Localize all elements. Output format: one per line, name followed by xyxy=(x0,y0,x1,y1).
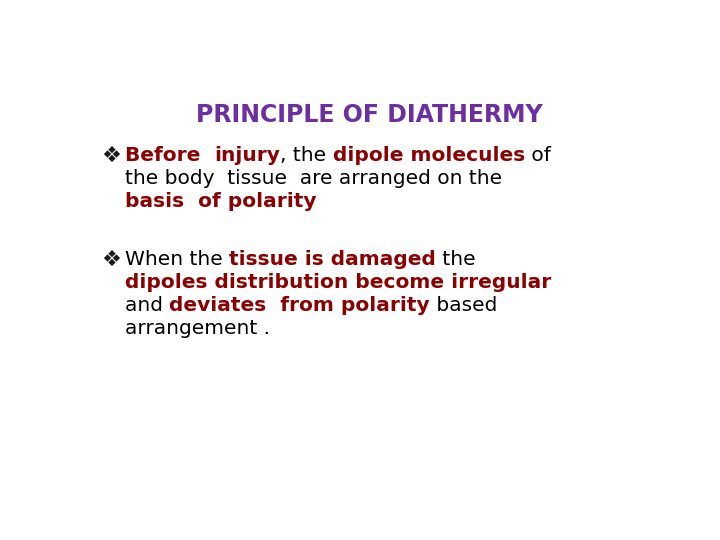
Text: dipole molecules: dipole molecules xyxy=(333,146,525,165)
Text: tissue is damaged: tissue is damaged xyxy=(229,249,436,268)
Text: ❖: ❖ xyxy=(102,249,122,269)
Text: the: the xyxy=(436,249,475,268)
Text: ❖: ❖ xyxy=(102,146,122,166)
Text: When the: When the xyxy=(125,249,229,268)
Text: Before: Before xyxy=(125,146,215,165)
Text: of: of xyxy=(525,146,551,165)
Text: arrangement .: arrangement . xyxy=(125,319,270,338)
Text: based: based xyxy=(430,296,498,315)
Text: dipoles distribution become irregular: dipoles distribution become irregular xyxy=(125,273,551,292)
Text: basis  of polarity: basis of polarity xyxy=(125,192,316,211)
Text: injury: injury xyxy=(215,146,280,165)
Text: , the: , the xyxy=(280,146,333,165)
Text: the body  tissue  are arranged on the: the body tissue are arranged on the xyxy=(125,168,502,188)
Text: PRINCIPLE OF DIATHERMY: PRINCIPLE OF DIATHERMY xyxy=(196,103,542,127)
Text: deviates  from polarity: deviates from polarity xyxy=(169,296,430,315)
Text: and: and xyxy=(125,296,169,315)
